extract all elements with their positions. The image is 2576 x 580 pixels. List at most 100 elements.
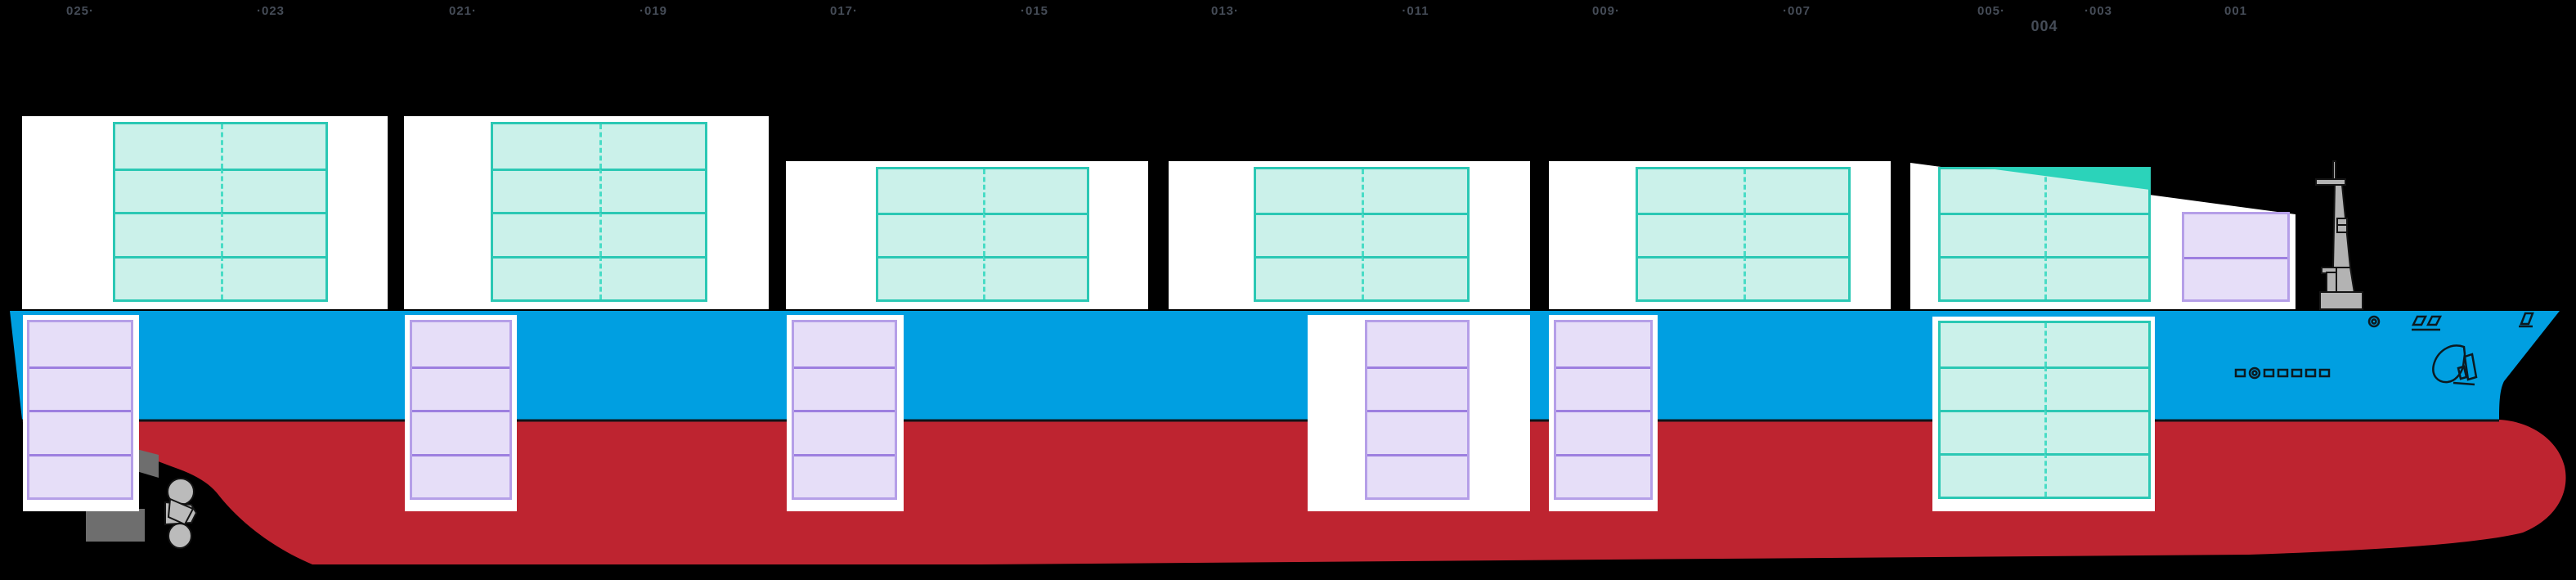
hold-cell [2044,169,2148,213]
bay-label: ·019 [639,4,668,18]
hold-cell [493,124,599,169]
hold-cell [115,212,221,256]
hold-cell [29,322,131,366]
bay-label: 021· [448,4,478,18]
hold-cell [29,366,131,411]
hold-cell [1743,213,1848,256]
hold-cell [794,322,895,366]
hold-cell [599,212,705,256]
hold-cell [2044,410,2148,453]
hatch-grid-bay-013-011 [1254,167,1470,302]
hold-cell [1941,256,2044,299]
hold-cell [982,256,1087,299]
bay-label: 001 [2224,4,2248,18]
bay-label: ·015 [1020,4,1049,18]
bow-hatch-mark [2519,312,2534,328]
hold-cell [412,453,509,498]
bay-label: ·023 [256,4,285,18]
hatch-grid-bay-009-007 [1636,167,1851,302]
hold-cell [982,213,1087,256]
bay-label: ·003 [2084,4,2113,18]
bay-label: 004 [2031,18,2058,34]
hold-grid-bow [1938,321,2151,499]
hold-cell [220,212,325,256]
hold-cell [115,255,221,300]
hold-cell [115,168,221,213]
hold-cell [2044,366,2148,410]
bay-label: 005· [1977,4,2006,18]
hold-cell [878,213,983,256]
hold-cell [1367,322,1467,366]
hold-cell [220,168,325,212]
hold-cell [1367,453,1467,498]
hold-cell [1362,256,1467,299]
hold-grid-bay-001-above [2182,212,2290,302]
deck-hatch-marks [2411,315,2443,331]
hold-cell [29,453,131,498]
mast-base-step [2326,272,2337,294]
hold-cell [2044,323,2148,366]
hold-grid-mid-1 [792,320,897,500]
hold-cell [2044,213,2148,256]
hold-cell [1638,169,1744,213]
bay-label: 025· [65,4,95,18]
hold-cell [1362,169,1467,213]
anchor-outline [2432,344,2478,386]
hold-cell [794,453,895,498]
hold-grid-aft-2 [410,320,512,500]
mast-base-platform [2319,291,2363,310]
hold-cell [412,322,509,366]
hull-topside [10,311,2560,420]
hold-cell [794,366,895,411]
hold-grid-mid-2 [1365,320,1470,500]
hold-cell [1362,213,1467,256]
hold-grid-fwd-1 [1554,320,1653,500]
bay-label: 009· [1591,4,1621,18]
hold-cell [1556,410,1650,454]
hold-cell [493,255,599,300]
fairlead-icon [2367,315,2381,328]
hold-grid-aft-1 [27,320,133,500]
hatch-grid-bay-021-019 [491,122,707,302]
rudder-horn [137,449,159,478]
hold-cell [1256,256,1362,299]
hold-cell [1941,366,2044,410]
propeller-blade-mid [167,497,195,526]
propeller-blade-lower [168,523,192,549]
mast-antenna [2332,160,2336,182]
hold-cell [1367,366,1467,411]
hold-cell [115,124,221,169]
hold-cell [1256,169,1362,213]
bay-label: ·011 [1402,4,1429,18]
hold-cell [220,124,326,169]
hold-cell [1941,213,2044,256]
hold-cell [1556,366,1650,411]
hold-cell [29,410,131,454]
hold-cell [1743,256,1848,299]
hold-cell [412,410,509,454]
hold-cell [1638,213,1744,256]
hold-cell [2044,453,2148,497]
hold-cell [412,366,509,411]
hold-cell [1941,410,2044,453]
hold-cell [2044,256,2148,299]
hold-cell [493,168,599,213]
hatch-grid-bay-025-023 [113,122,328,302]
hatch-grid-bay-017-015 [876,167,1089,302]
hold-cell [794,410,895,454]
hold-cell [1941,169,2044,213]
hold-cell [878,169,983,213]
hold-cell [1367,410,1467,454]
hold-cell [1556,322,1650,366]
hold-cell [2184,257,2287,299]
hold-cell [2184,214,2287,257]
hold-cell [982,169,1088,213]
hold-cell [1256,213,1362,256]
bay-label: 017· [829,4,859,18]
mast-yard [2315,178,2346,186]
hold-cell [599,124,706,169]
hold-cell [599,168,705,212]
hold-cell [1638,256,1744,299]
hatch-grid-bay-005-003 [1938,167,2151,302]
